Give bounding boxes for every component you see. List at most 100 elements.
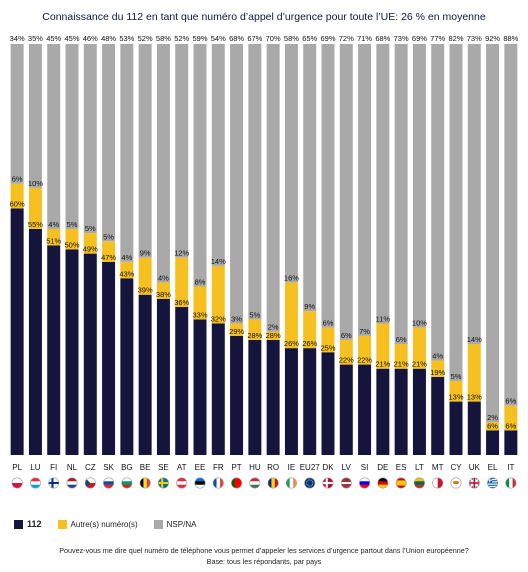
- bar-nsp-SI: [358, 44, 372, 336]
- label-112-LT: 21%: [412, 360, 427, 369]
- label-nsp-SK: 48%: [101, 34, 116, 43]
- category-label-AT: AT: [177, 463, 187, 472]
- category-label-EL: EL: [488, 463, 498, 472]
- bar-112-ES: [394, 368, 408, 455]
- flag-icon-CZ: [84, 477, 96, 489]
- flag-icon-DE: [377, 477, 389, 489]
- bar-112-EE: [193, 319, 207, 455]
- category-label-LV: LV: [342, 463, 352, 472]
- label-112-EL: 6%: [487, 421, 498, 430]
- bar-112-BG: [120, 278, 134, 455]
- bar-other-LV: [339, 339, 353, 365]
- bar-other-PL: [10, 183, 24, 209]
- label-other-IE: 16%: [284, 273, 299, 282]
- label-nsp-FI: 45%: [46, 34, 61, 43]
- bar-112-CZ: [83, 253, 97, 455]
- bar-nsp-EE: [193, 44, 207, 287]
- bar-nsp-PL: [10, 44, 24, 184]
- legend-label-112: 112: [27, 519, 42, 529]
- bar-nsp-BG: [120, 44, 134, 262]
- bar-nsp-DK: [321, 44, 335, 328]
- bar-nsp-EU27: [303, 44, 317, 312]
- bar-112-LV: [339, 364, 353, 455]
- flag-icon-UK: [468, 477, 480, 489]
- label-other-BE: 9%: [140, 249, 151, 258]
- flag-icon-BG: [121, 477, 133, 489]
- category-label-SE: SE: [158, 463, 169, 472]
- label-nsp-BG: 53%: [119, 34, 134, 43]
- bar-nsp-LT: [412, 44, 426, 328]
- bar-other-EU27: [303, 311, 317, 349]
- category-label-IE: IE: [288, 463, 296, 472]
- label-nsp-EL: 92%: [485, 34, 500, 43]
- category-label-CZ: CZ: [85, 463, 96, 472]
- label-other-DK: 6%: [323, 319, 334, 328]
- label-112-CY: 13%: [448, 393, 463, 402]
- legend-swatch-other: [57, 519, 67, 529]
- label-nsp-HU: 67%: [247, 34, 262, 43]
- label-nsp-LT: 69%: [412, 34, 427, 43]
- bar-nsp-MT: [431, 44, 445, 361]
- label-other-CY: 5%: [451, 372, 462, 381]
- label-112-FR: 32%: [211, 314, 226, 323]
- bar-112-SE: [156, 298, 170, 455]
- bar-nsp-PT: [230, 44, 244, 324]
- bar-112-DE: [376, 368, 390, 455]
- label-112-SI: 22%: [357, 356, 372, 365]
- label-nsp-SE: 58%: [156, 34, 171, 43]
- label-other-FR: 14%: [211, 257, 226, 266]
- bar-other-PT: [230, 323, 244, 336]
- flag-icon-PT: [231, 477, 243, 489]
- label-112-NL: 50%: [64, 241, 79, 250]
- bar-nsp-EL: [486, 44, 500, 423]
- bar-112-LT: [412, 368, 426, 455]
- category-label-LT: LT: [415, 463, 424, 472]
- bar-other-NL: [65, 228, 79, 250]
- legend-item-nsp: NSP/NA: [153, 519, 196, 529]
- label-other-DE: 11%: [376, 314, 391, 323]
- category-label-PL: PL: [12, 463, 22, 472]
- bar-nsp-SE: [156, 44, 170, 283]
- bar-nsp-LU: [28, 44, 42, 188]
- flag-icon-LT: [413, 477, 425, 489]
- flag-icon-MT: [432, 477, 444, 489]
- label-112-SE: 38%: [156, 290, 171, 299]
- bar-112-LU: [28, 228, 42, 455]
- label-other-NL: 5%: [67, 220, 78, 229]
- category-label-NL: NL: [67, 463, 78, 472]
- bar-other-UK: [467, 344, 481, 402]
- label-nsp-AT: 52%: [174, 34, 189, 43]
- label-112-DK: 25%: [320, 343, 335, 352]
- bar-112-EL: [486, 430, 500, 455]
- bar-112-RO: [266, 339, 280, 455]
- bar-other-CY: [449, 381, 463, 402]
- label-nsp-CY: 82%: [448, 34, 463, 43]
- label-other-PT: 3%: [231, 314, 242, 323]
- label-112-ES: 21%: [394, 360, 409, 369]
- bar-nsp-ES: [394, 44, 408, 345]
- category-label-RO: RO: [267, 463, 279, 472]
- label-112-BG: 43%: [119, 269, 134, 278]
- category-label-MT: MT: [432, 463, 444, 472]
- category-label-PT: PT: [231, 463, 241, 472]
- bar-112-IE: [284, 348, 298, 455]
- label-other-CZ: 5%: [85, 224, 96, 233]
- bar-nsp-CY: [449, 44, 463, 382]
- label-nsp-MT: 77%: [430, 34, 445, 43]
- bar-nsp-HU: [248, 44, 262, 320]
- bar-112-PL: [10, 208, 24, 455]
- flag-icon-AT: [176, 477, 188, 489]
- label-112-HU: 28%: [247, 331, 262, 340]
- bar-112-BE: [138, 294, 152, 455]
- bar-112-SK: [102, 261, 116, 455]
- bar-other-LT: [412, 327, 426, 369]
- category-label-EE: EE: [195, 463, 206, 472]
- bar-112-UK: [467, 401, 481, 455]
- label-112-EU27: 26%: [302, 339, 317, 348]
- bar-nsp-UK: [467, 44, 481, 345]
- bar-112-FI: [47, 245, 61, 455]
- bar-other-FI: [47, 228, 61, 246]
- category-label-EU27: EU27: [300, 463, 321, 472]
- label-112-FI: 51%: [46, 236, 61, 245]
- label-nsp-IT: 88%: [503, 34, 518, 43]
